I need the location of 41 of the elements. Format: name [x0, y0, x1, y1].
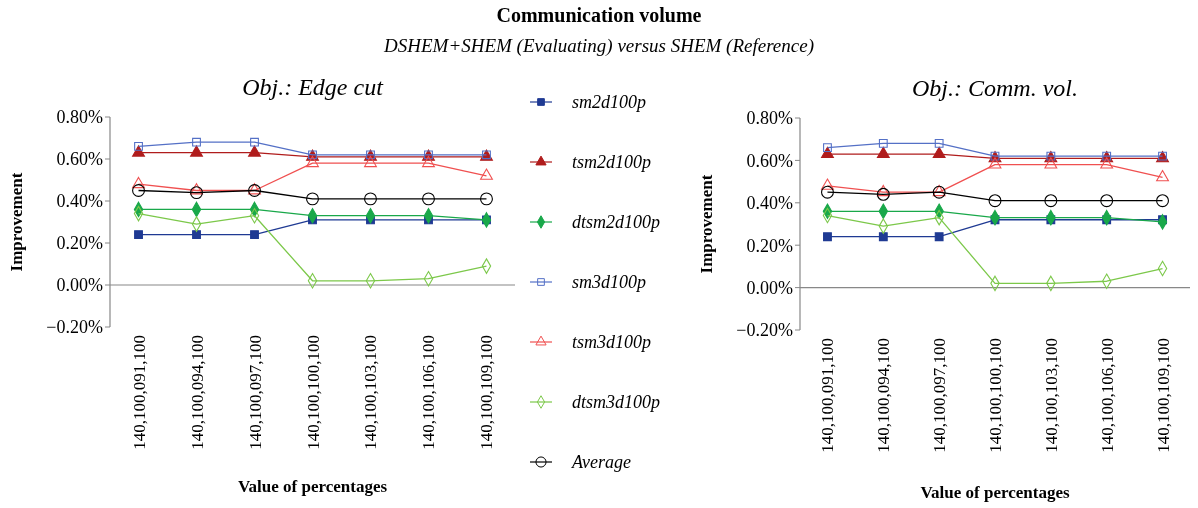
y-tick-label: 0.80%: [56, 107, 103, 128]
x-tick-label: 140,100,094,100: [874, 338, 894, 453]
x-axis-title: Value of percentages: [920, 483, 1070, 502]
y-axis-title: Improvement: [697, 174, 716, 274]
y-tick-label: 0.00%: [746, 277, 793, 298]
x-tick-label: 140,100,097,100: [245, 335, 265, 450]
x-tick-label: 140,100,109,100: [477, 335, 497, 450]
legend-label: Average: [571, 452, 631, 473]
y-tick-label: 0.20%: [56, 233, 103, 254]
x-tick-label: 140,100,103,100: [361, 335, 381, 450]
y-tick-label: −0.20%: [46, 317, 103, 338]
x-tick-label: 140,100,106,100: [419, 335, 439, 450]
text: DSHEM+SHEM (Evaluating) versus SHEM (Reference): [383, 35, 814, 57]
y-tick-label: 0.80%: [746, 108, 793, 129]
y-tick-label: 0.00%: [56, 275, 103, 296]
y-axis-title: Improvement: [7, 172, 26, 272]
chart-title: Obj.: Comm. vol.: [912, 75, 1078, 101]
y-tick-label: 0.40%: [56, 191, 103, 212]
legend-label: sm2d100p: [572, 92, 647, 113]
legend-label: sm3d100p: [572, 272, 647, 293]
y-tick-label: 0.20%: [746, 235, 793, 256]
legend-label: tsm3d100p: [572, 332, 652, 353]
x-tick-label: 140,100,100,100: [303, 335, 323, 450]
x-tick-label: 140,100,103,100: [1041, 338, 1061, 453]
y-tick-label: 0.60%: [746, 150, 793, 171]
y-tick-label: 0.60%: [56, 149, 103, 170]
legend-label: dtsm3d100p: [572, 392, 661, 413]
x-tick-label: 140,100,091,100: [129, 335, 149, 450]
legend-label: dtsm2d100p: [572, 212, 661, 233]
x-tick-label: 140,100,097,100: [930, 338, 950, 453]
y-tick-label: −0.20%: [736, 320, 793, 341]
x-axis-title: Value of percentages: [237, 477, 388, 496]
legend-label: tsm2d100p: [572, 152, 652, 173]
x-tick-label: 140,100,094,100: [187, 335, 207, 450]
x-tick-label: 140,100,091,100: [818, 338, 838, 453]
x-tick-label: 140,100,106,100: [1097, 338, 1117, 453]
text: Communication volume: [496, 4, 702, 26]
chart-title: Obj.: Edge cut: [242, 74, 385, 100]
x-tick-label: 140,100,100,100: [986, 338, 1005, 453]
x-tick-label: 140,100,109,100: [1153, 338, 1173, 453]
y-tick-label: 0.40%: [746, 193, 793, 214]
